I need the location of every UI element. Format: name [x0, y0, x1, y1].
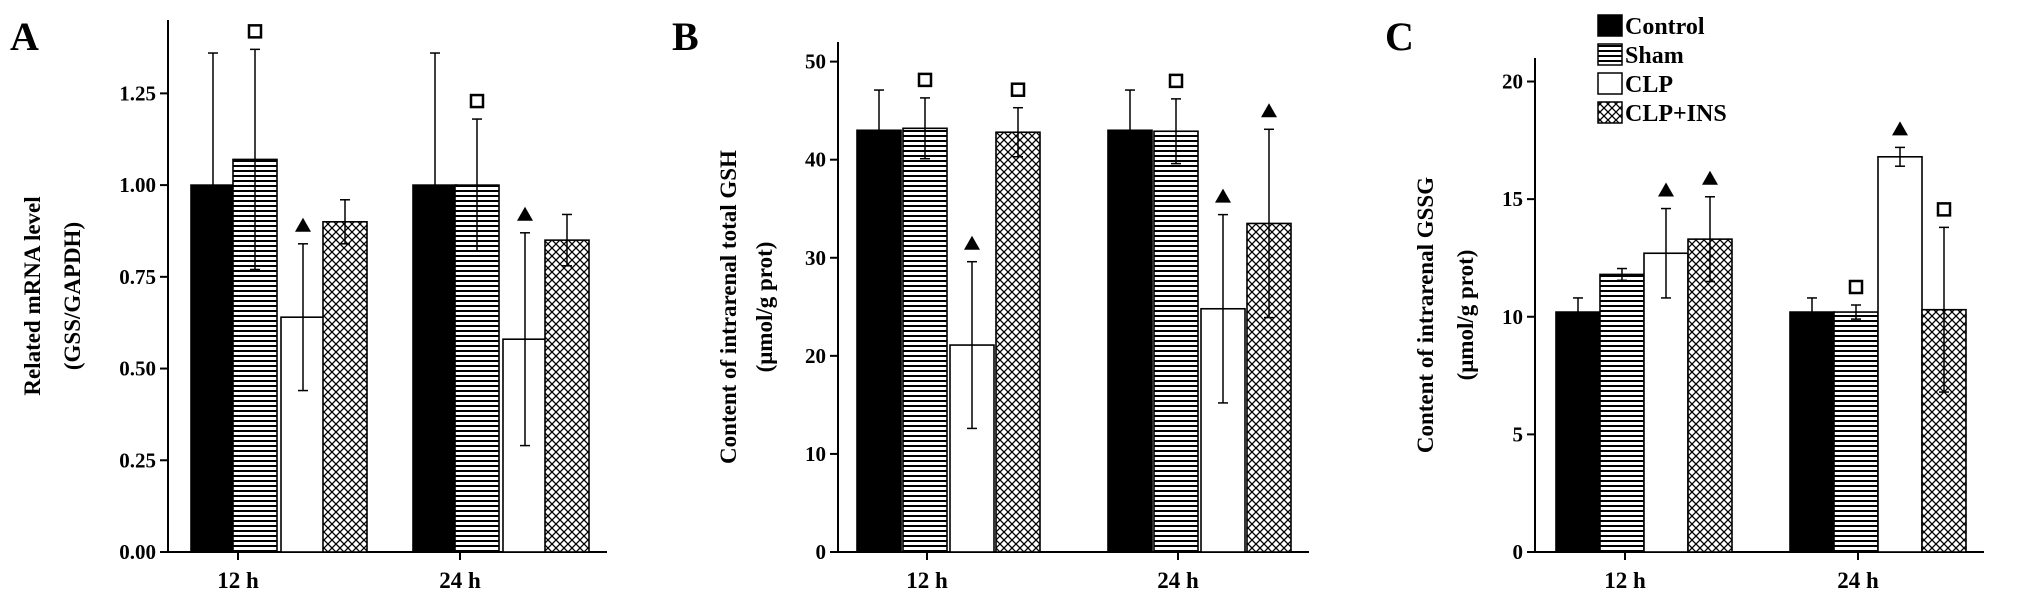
significance-square-marker	[917, 72, 933, 88]
significance-square-marker	[469, 93, 485, 109]
y-tick-label: 40	[805, 148, 826, 172]
bar-clp-ins	[1687, 238, 1733, 553]
y-tick-label: 20	[805, 344, 826, 368]
bar-clp-ins	[544, 239, 590, 553]
legend-swatch-clp	[1597, 72, 1623, 95]
bar-sham	[902, 127, 948, 553]
significance-square-marker	[1168, 73, 1184, 89]
panel-b: B Content of intrarenal total GSH (μmol/g …	[672, 14, 1309, 593]
y-tick-label: 30	[805, 246, 826, 270]
y-tick-label: 10	[1502, 305, 1523, 329]
significance-triangle-marker	[1215, 188, 1231, 203]
bar-control	[412, 184, 458, 553]
legend-label-clp-ins: CLP+INS	[1625, 101, 1727, 127]
x-tick-label: 24 h	[1837, 568, 1879, 593]
legend-swatch-clp-ins	[1597, 101, 1623, 124]
x-tick-label: 12 h	[217, 568, 259, 593]
y-axis-title-line2: (μmol/g prot)	[752, 242, 777, 373]
y-tick-label: 50	[805, 50, 826, 74]
significance-triangle-marker	[1658, 182, 1674, 197]
significance-triangle-marker	[1892, 121, 1908, 136]
panel-a: A Related mRNA level (GSS/GAPDH) 0.00 0.25 0.…	[10, 14, 607, 593]
significance-square-marker	[247, 24, 263, 39]
legend-label-control: Control	[1625, 14, 1705, 40]
significance-triangle-marker	[1702, 170, 1718, 185]
significance-square-marker	[1936, 202, 1952, 217]
y-tick-label: 20	[1502, 70, 1523, 94]
bar-clp	[1877, 156, 1923, 553]
x-tick-label: 24 h	[439, 568, 481, 593]
legend-label-sham: Sham	[1625, 43, 1684, 69]
y-tick-label: 0.00	[119, 540, 156, 564]
y-axis-title-line2: (μmol/g prot)	[1453, 250, 1478, 381]
panel-letter: B	[672, 14, 699, 59]
x-tick-label: 12 h	[906, 568, 948, 593]
bar-clp-ins	[995, 131, 1041, 553]
y-tick-label: 1.25	[119, 81, 156, 105]
x-tick-label: 12 h	[1604, 568, 1646, 593]
bar-control	[1555, 311, 1601, 553]
legend-swatch-control	[1597, 14, 1623, 37]
y-tick-label: 0.75	[119, 265, 156, 289]
x-tick-label: 24 h	[1157, 568, 1199, 593]
y-tick-label: 10	[805, 442, 826, 466]
significance-square-marker	[1010, 82, 1026, 97]
y-axis-title-line2: (GSS/GAPDH)	[60, 222, 85, 370]
bar-control	[1789, 311, 1835, 553]
panel-letter: A	[10, 14, 39, 59]
bar-sham	[232, 158, 278, 553]
y-axis-title-line1: Content of intrarenal GSSG	[1413, 177, 1438, 453]
significance-triangle-marker	[517, 206, 533, 221]
y-axis-title-line1: Content of intrarenal total GSH	[716, 150, 741, 464]
bar-control	[1107, 129, 1153, 553]
bar-sham	[1833, 311, 1879, 553]
bar-sham	[1599, 273, 1645, 553]
bar-sham	[1153, 130, 1199, 553]
y-tick-label: 0	[816, 540, 827, 564]
y-tick-label: 1.00	[119, 173, 156, 197]
significance-square-marker	[1848, 279, 1864, 295]
panel-c: C Content of intrarenal GSSG (μmol/g prot)…	[1385, 14, 1984, 593]
y-tick-label: 0	[1513, 540, 1524, 564]
y-tick-label: 5	[1513, 422, 1524, 446]
legend-swatch-sham	[1597, 43, 1623, 66]
y-tick-label: 0.25	[119, 448, 156, 472]
panel-letter: C	[1385, 14, 1414, 59]
y-axis-title-line1: Related mRNA level	[20, 196, 45, 395]
significance-triangle-marker	[1261, 103, 1277, 118]
legend-label-clp: CLP	[1625, 72, 1673, 98]
y-tick-label: 0.50	[119, 357, 156, 381]
y-tick-label: 15	[1502, 187, 1523, 211]
bar-control	[856, 129, 902, 553]
legend: Control Sham CLP CLP+INS	[1597, 14, 1727, 127]
significance-triangle-marker	[295, 217, 311, 232]
significance-triangle-marker	[964, 235, 980, 250]
bar-clp-ins	[322, 220, 368, 553]
